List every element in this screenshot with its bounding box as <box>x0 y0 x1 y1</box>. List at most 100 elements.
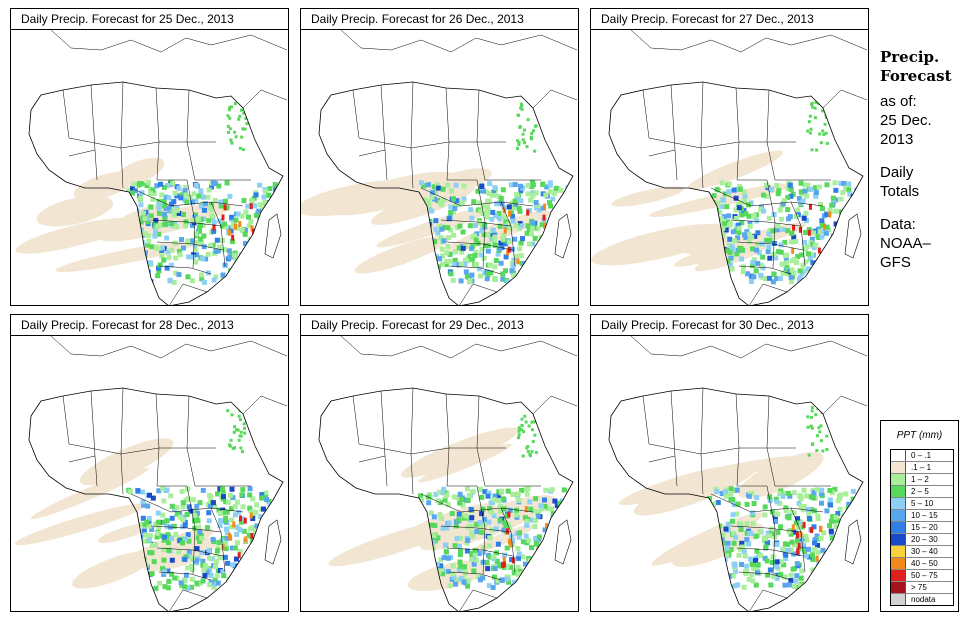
precip-cell <box>533 541 539 547</box>
precip-cell <box>162 569 168 575</box>
precip-cell <box>133 238 139 244</box>
precip-cell <box>507 511 511 518</box>
precip-cell <box>262 520 268 526</box>
precip-cell <box>720 532 726 538</box>
precip-cell <box>224 509 230 515</box>
precip-cell <box>521 132 525 136</box>
precip-cell <box>748 278 754 284</box>
precip-cell <box>253 274 259 280</box>
precip-cell <box>819 424 823 428</box>
precip-cell <box>803 229 809 235</box>
precip-cell <box>565 270 571 276</box>
precip-cell <box>162 215 168 221</box>
precip-cell <box>169 515 175 521</box>
precip-cell <box>130 266 136 272</box>
precip-cell <box>493 258 499 264</box>
precip-cell <box>193 198 199 204</box>
precip-cell <box>240 450 244 454</box>
precip-cell <box>462 261 468 267</box>
precip-cell <box>745 231 751 237</box>
precip-cell <box>541 551 547 557</box>
precip-cell <box>736 552 742 558</box>
precip-cell <box>751 274 757 280</box>
precip-cell <box>215 491 221 497</box>
precip-cell <box>780 546 786 552</box>
precip-cell <box>782 239 788 245</box>
precip-cell <box>841 574 847 580</box>
precip-cell <box>845 538 851 544</box>
precip-cell <box>260 239 266 245</box>
precip-cell <box>536 207 542 213</box>
precip-cell <box>721 214 727 220</box>
legend-item: > 75 <box>891 582 953 594</box>
precip-cell <box>847 552 851 559</box>
precip-cell <box>738 521 744 527</box>
precip-cell <box>268 585 274 591</box>
precip-cell <box>715 500 721 506</box>
precip-cell <box>449 510 455 516</box>
precip-cell <box>417 502 423 508</box>
precip-cell <box>471 561 477 567</box>
precip-cell <box>174 208 180 214</box>
precip-cell <box>243 426 247 430</box>
precip-cell <box>126 265 132 271</box>
precip-cell <box>754 218 760 224</box>
precip-cell <box>438 235 444 241</box>
precip-cell <box>425 270 431 276</box>
precip-cell <box>473 557 479 563</box>
precip-cell <box>787 582 793 588</box>
precip-cell <box>215 580 221 586</box>
country-border <box>158 571 212 581</box>
precip-cell <box>256 551 262 557</box>
precip-cell <box>547 182 553 188</box>
precip-cell <box>176 538 182 544</box>
precip-cell <box>503 227 507 234</box>
precip-cell <box>788 531 794 537</box>
precip-cell <box>242 564 248 570</box>
precip-cell <box>727 236 733 242</box>
precip-cell <box>151 559 157 565</box>
precip-cell <box>552 577 558 583</box>
precip-cell <box>822 260 828 266</box>
precip-cell <box>527 499 533 505</box>
precip-cell <box>552 225 558 231</box>
precip-cell <box>739 540 745 546</box>
precip-cell <box>713 217 719 223</box>
precip-cell <box>753 582 759 588</box>
precip-cell <box>156 201 162 207</box>
precip-cell <box>816 226 822 232</box>
precip-cell <box>262 271 268 277</box>
precip-cell <box>733 228 739 234</box>
country-border <box>738 571 792 581</box>
precip-cell <box>500 187 506 193</box>
precip-cell <box>814 413 818 417</box>
precip-cell <box>458 261 464 267</box>
precip-cell <box>780 270 786 276</box>
precip-cell <box>549 554 555 560</box>
map-canvas <box>301 30 578 305</box>
precip-cell <box>496 489 502 495</box>
precip-cell <box>774 541 780 547</box>
precip-cell <box>155 273 161 279</box>
precip-cell <box>503 224 509 230</box>
precip-cell <box>226 124 230 128</box>
precip-cell <box>168 536 174 542</box>
precip-cell <box>562 565 568 571</box>
country-border <box>420 187 534 207</box>
precip-cell <box>804 537 810 543</box>
precip-cell <box>512 236 518 242</box>
precip-cell <box>457 223 463 229</box>
precip-cell <box>730 246 736 252</box>
precip-cell <box>246 264 252 270</box>
precip-cell <box>544 247 550 253</box>
legend-label: 30 – 40 <box>911 547 938 556</box>
precip-cell <box>802 548 808 554</box>
precip-cell <box>506 528 510 535</box>
panel-title: Daily Precip. Forecast for 26 Dec., 2013 <box>300 8 579 30</box>
precip-cell <box>799 252 805 258</box>
precip-cell <box>819 526 823 533</box>
precip-cell <box>842 263 848 269</box>
country-border <box>186 485 196 575</box>
precip-cell <box>440 525 446 531</box>
precip-cell <box>804 193 810 199</box>
